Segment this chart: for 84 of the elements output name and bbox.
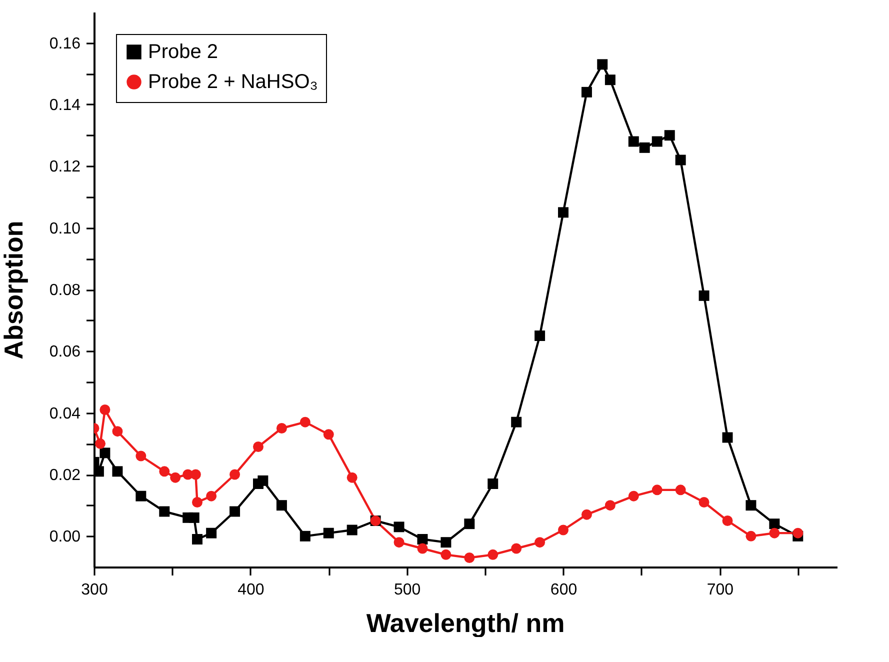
point: [511, 543, 522, 554]
y-tick-label: 0.00: [49, 528, 81, 546]
point: [604, 500, 616, 511]
legend-label: Probe 2: [148, 41, 218, 63]
point: [440, 537, 452, 548]
point: [192, 497, 202, 508]
point: [628, 136, 639, 147]
y-tick-label: 0.14: [49, 97, 81, 114]
point: [792, 528, 804, 538]
point: [639, 142, 650, 153]
y-tick-label: 0.12: [49, 158, 81, 176]
point: [136, 490, 146, 502]
point: [440, 549, 452, 560]
point: [417, 543, 428, 554]
point: [698, 497, 710, 508]
point: [558, 524, 569, 536]
point: [159, 466, 170, 477]
point: [488, 478, 498, 489]
point: [722, 516, 733, 526]
y-tick-label: 0.06: [49, 344, 81, 361]
legend-label: Probe 2 + NaHSO₃: [148, 71, 318, 93]
point: [300, 416, 310, 428]
point: [746, 530, 756, 542]
y-tick-label: 0.08: [49, 282, 81, 299]
x-tick-label: 400: [238, 582, 264, 598]
point: [581, 509, 592, 520]
point: [206, 490, 217, 502]
point: [675, 484, 686, 496]
point: [511, 416, 522, 428]
point: [206, 528, 217, 538]
point: [188, 512, 200, 523]
point: [652, 136, 662, 147]
point: [346, 472, 358, 483]
point: [698, 290, 710, 301]
point: [417, 534, 428, 544]
x-tick-label: 500: [394, 582, 421, 598]
point: [112, 426, 123, 437]
point: [534, 330, 546, 341]
point: [170, 472, 181, 483]
point: [488, 549, 498, 560]
point: [192, 534, 202, 544]
point: [323, 528, 334, 538]
point: [604, 74, 616, 86]
x-tick-label: 300: [81, 582, 108, 598]
point: [664, 130, 675, 141]
point: [100, 404, 110, 415]
point: [581, 86, 592, 98]
point: [534, 537, 546, 548]
point: [722, 432, 733, 443]
x-tick-label: 700: [706, 582, 734, 598]
point: [100, 448, 110, 458]
point: [346, 524, 358, 536]
point: [323, 429, 334, 440]
point: [675, 154, 686, 166]
point: [769, 518, 780, 530]
point: [159, 506, 170, 517]
y-tick-label: 0.10: [49, 220, 81, 238]
point: [394, 522, 404, 532]
point: [276, 423, 287, 434]
point: [95, 438, 106, 449]
point: [253, 442, 264, 452]
y-tick-label: 0.02: [49, 467, 81, 484]
point: [276, 500, 287, 511]
point: [769, 528, 780, 538]
point: [230, 506, 240, 517]
point: [94, 466, 104, 477]
point: [746, 500, 756, 511]
y-axis-title: Absorption: [0, 220, 28, 360]
y-tick-label: 0.04: [49, 405, 81, 422]
point: [464, 552, 475, 563]
point: [558, 207, 569, 218]
point: [464, 518, 475, 530]
point: [628, 490, 639, 502]
point: [394, 537, 404, 548]
point: [230, 469, 240, 480]
point: [300, 530, 310, 542]
point: [136, 450, 146, 462]
x-tick-label: 600: [550, 582, 578, 598]
point: [190, 469, 201, 480]
y-tick-label: 0.16: [49, 35, 81, 52]
point: [258, 475, 268, 486]
point: [597, 59, 608, 70]
point: [652, 484, 662, 496]
point: [112, 466, 123, 477]
